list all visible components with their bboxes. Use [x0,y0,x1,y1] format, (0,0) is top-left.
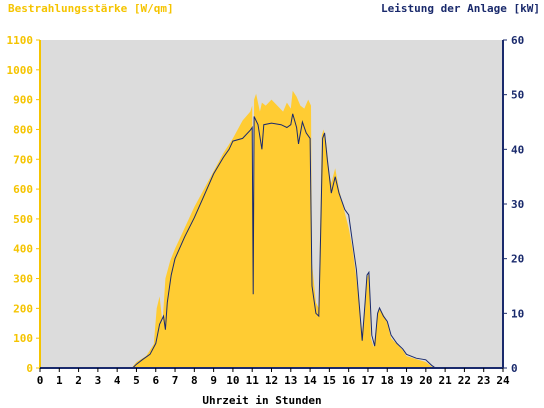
x-tick-label: 16 [342,374,356,387]
left-y-tick-label: 800 [13,123,33,136]
x-tick-label: 2 [75,374,82,387]
x-tick-label: 3 [95,374,102,387]
x-tick-label: 0 [37,374,44,387]
x-tick-label: 9 [210,374,217,387]
left-y-tick-label: 1100 [7,34,34,47]
right-y-tick-label: 30 [511,198,524,211]
power-line [40,113,503,369]
series-layer [40,90,503,369]
x-tick-label: 17 [361,374,374,387]
x-tick-label: 12 [265,374,278,387]
x-tick-label: 24 [496,374,510,387]
left-y-tick-label: 700 [13,153,33,166]
x-tick-label: 21 [439,374,453,387]
x-tick-label: 13 [284,374,297,387]
x-tick-label: 15 [323,374,336,387]
left-y-tick-label: 100 [13,332,33,345]
x-tick-label: 23 [477,374,490,387]
x-tick-label: 7 [172,374,179,387]
x-tick-label: 11 [246,374,260,387]
right-y-tick-label: 50 [511,89,524,102]
left-y-tick-label: 400 [13,243,33,256]
x-tick-label: 4 [114,374,121,387]
left-axis-title: Bestrahlungsstärke [W/qm] [8,2,174,15]
x-tick-label: 5 [133,374,140,387]
right-axis-title: Leistung der Anlage [kW] [381,2,540,15]
x-tick-label: 20 [419,374,432,387]
axes-layer: 0100200300400500600700800900100011000102… [7,34,525,387]
x-tick-label: 8 [191,374,198,387]
right-y-tick-label: 20 [511,253,524,266]
x-tick-label: 14 [303,374,317,387]
left-y-tick-label: 900 [13,94,33,107]
left-y-tick-label: 300 [13,273,33,286]
left-y-tick-label: 600 [13,183,33,196]
x-tick-label: 1 [56,374,63,387]
x-tick-label: 19 [400,374,413,387]
right-y-tick-label: 10 [511,307,524,320]
left-y-tick-label: 0 [26,362,33,375]
x-tick-label: 18 [381,374,394,387]
right-y-tick-label: 60 [511,34,524,47]
left-y-tick-label: 500 [13,213,33,226]
x-tick-label: 10 [226,374,239,387]
x-tick-label: 22 [458,374,471,387]
irradiance-area [40,90,503,368]
left-y-tick-label: 1000 [7,64,34,77]
left-y-tick-label: 200 [13,302,33,315]
x-tick-label: 6 [152,374,159,387]
right-y-tick-label: 0 [511,362,518,375]
right-y-tick-label: 40 [511,143,524,156]
x-axis-label: Uhrzeit in Stunden [202,394,321,407]
